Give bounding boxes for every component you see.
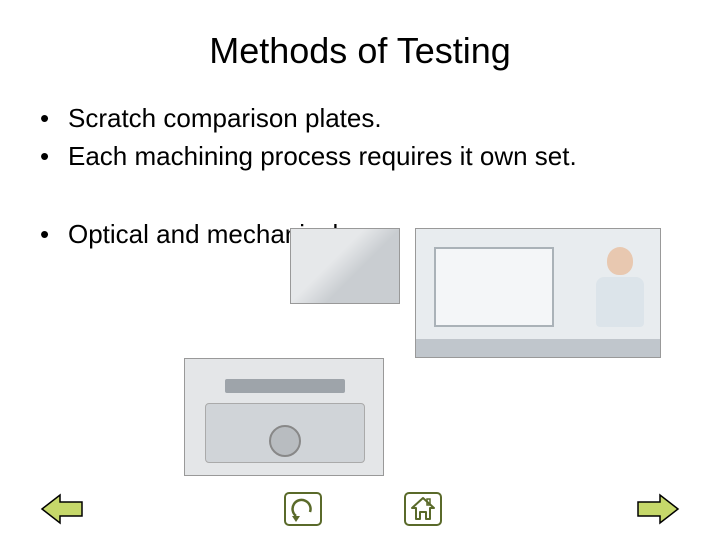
next-button[interactable] xyxy=(636,492,680,526)
bullet-dot-icon: • xyxy=(40,140,68,174)
list-item: • Scratch comparison plates. xyxy=(40,102,690,136)
home-button[interactable] xyxy=(404,492,442,526)
list-item: • Each machining process requires it own… xyxy=(40,140,690,174)
nav-bar xyxy=(0,486,720,526)
bullet-text: Each machining process requires it own s… xyxy=(68,140,690,174)
image-scratch-plates xyxy=(290,228,400,304)
bullet-dot-icon: • xyxy=(40,218,68,252)
prev-button[interactable] xyxy=(40,492,84,526)
arrow-right-icon xyxy=(636,492,680,526)
bullet-dot-icon: • xyxy=(40,102,68,136)
back-button[interactable] xyxy=(284,492,322,526)
arrow-left-icon xyxy=(40,492,84,526)
undo-icon xyxy=(284,492,322,526)
slide: Methods of Testing • Scratch comparison … xyxy=(0,0,720,540)
home-icon xyxy=(404,492,442,526)
image-operator-workstation xyxy=(415,228,661,358)
image-instrument xyxy=(184,358,384,476)
page-title: Methods of Testing xyxy=(30,30,690,72)
bullet-text: Scratch comparison plates. xyxy=(68,102,690,136)
